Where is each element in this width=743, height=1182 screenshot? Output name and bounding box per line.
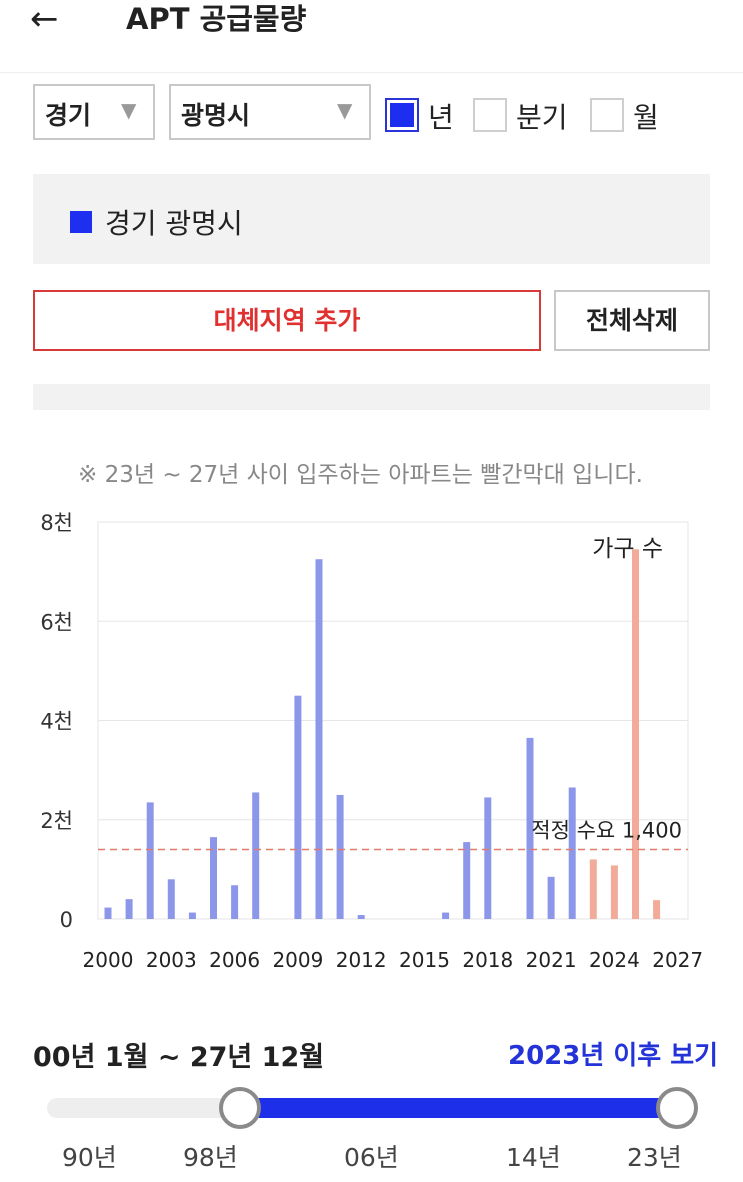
- bar: [231, 885, 239, 919]
- x-tick-label: 2024: [589, 948, 640, 972]
- x-tick-label: 2015: [399, 948, 450, 972]
- bar: [463, 842, 471, 919]
- range-slider-end-handle[interactable]: [656, 1087, 698, 1129]
- delete-all-button[interactable]: 전체삭제: [554, 290, 710, 351]
- bar: [252, 792, 260, 919]
- x-tick-label: 2006: [209, 948, 260, 972]
- province-select-value: 경기: [45, 101, 92, 130]
- range-tick-label: 23년: [627, 1143, 682, 1172]
- x-tick-label: 2000: [83, 948, 134, 972]
- x-tick-label: 2003: [146, 948, 197, 972]
- bar: [442, 912, 450, 919]
- page-title: APT 공급물량: [126, 2, 307, 36]
- x-tick-label: 2012: [336, 948, 387, 972]
- period-quarter-checkbox[interactable]: [473, 98, 507, 132]
- bar: [484, 797, 492, 919]
- bar: [188, 912, 196, 919]
- period-year-label: 년: [428, 101, 454, 134]
- app-header: ← APT 공급물량: [0, 0, 743, 73]
- x-tick-label: 2018: [462, 948, 513, 972]
- bar: [146, 802, 154, 919]
- period-year-checkbox[interactable]: [385, 98, 419, 132]
- y-tick-label: 6천: [40, 610, 73, 634]
- bar: [315, 559, 323, 919]
- bar: [167, 879, 175, 919]
- period-month-checkbox[interactable]: [590, 98, 624, 132]
- province-select[interactable]: 경기 ▼: [33, 84, 155, 140]
- range-tick-label: 90년: [62, 1143, 117, 1172]
- chevron-down-icon: ▼: [121, 98, 137, 122]
- bar: [632, 549, 639, 919]
- bar: [357, 915, 365, 919]
- range-slider-fill: [240, 1098, 678, 1118]
- series-label: 가구 수: [592, 536, 663, 562]
- legend-panel: 경기 광명시: [33, 174, 710, 264]
- chevron-down-icon: ▼: [337, 98, 353, 122]
- city-select[interactable]: 광명시 ▼: [169, 84, 371, 140]
- demand-line-label: 적정 수요 1,400: [531, 819, 682, 843]
- bar: [294, 695, 302, 919]
- range-slider-start-handle[interactable]: [219, 1087, 261, 1129]
- bar: [547, 876, 555, 919]
- legend-color-swatch: [70, 211, 92, 233]
- back-arrow-icon[interactable]: ←: [30, 0, 59, 39]
- bar: [104, 907, 112, 919]
- y-tick-label: 4천: [40, 710, 73, 734]
- period-month-label: 월: [633, 101, 659, 134]
- bar: [125, 899, 133, 919]
- after-2023-link[interactable]: 2023년 이후 보기: [508, 1041, 719, 1071]
- x-tick-label: 2021: [526, 948, 577, 972]
- range-label: 00년 1월 ~ 27년 12월: [33, 1042, 325, 1073]
- legend-label: 경기 광명시: [105, 207, 243, 240]
- range-tick-label: 98년: [183, 1143, 238, 1172]
- bar: [610, 865, 618, 919]
- x-tick-label: 2027: [652, 948, 703, 972]
- range-tick-label: 06년: [344, 1143, 399, 1172]
- bar: [589, 859, 597, 919]
- x-tick-label: 2009: [272, 948, 323, 972]
- bar: [568, 787, 576, 919]
- bar: [210, 837, 217, 919]
- bar: [526, 737, 534, 919]
- period-quarter-label: 분기: [516, 101, 568, 134]
- add-region-button[interactable]: 대체지역 추가: [33, 290, 541, 351]
- y-tick-label: 0: [60, 908, 73, 932]
- city-select-value: 광명시: [181, 101, 251, 130]
- y-tick-label: 8천: [40, 511, 73, 535]
- chart-note: ※ 23년 ~ 27년 사이 입주하는 아파트는 빨간막대 입니다.: [78, 462, 643, 488]
- range-tick-label: 14년: [506, 1143, 561, 1172]
- y-tick-label: 2천: [40, 809, 73, 833]
- bar: [653, 900, 661, 919]
- bar: [336, 794, 344, 919]
- divider-strip: [33, 384, 710, 410]
